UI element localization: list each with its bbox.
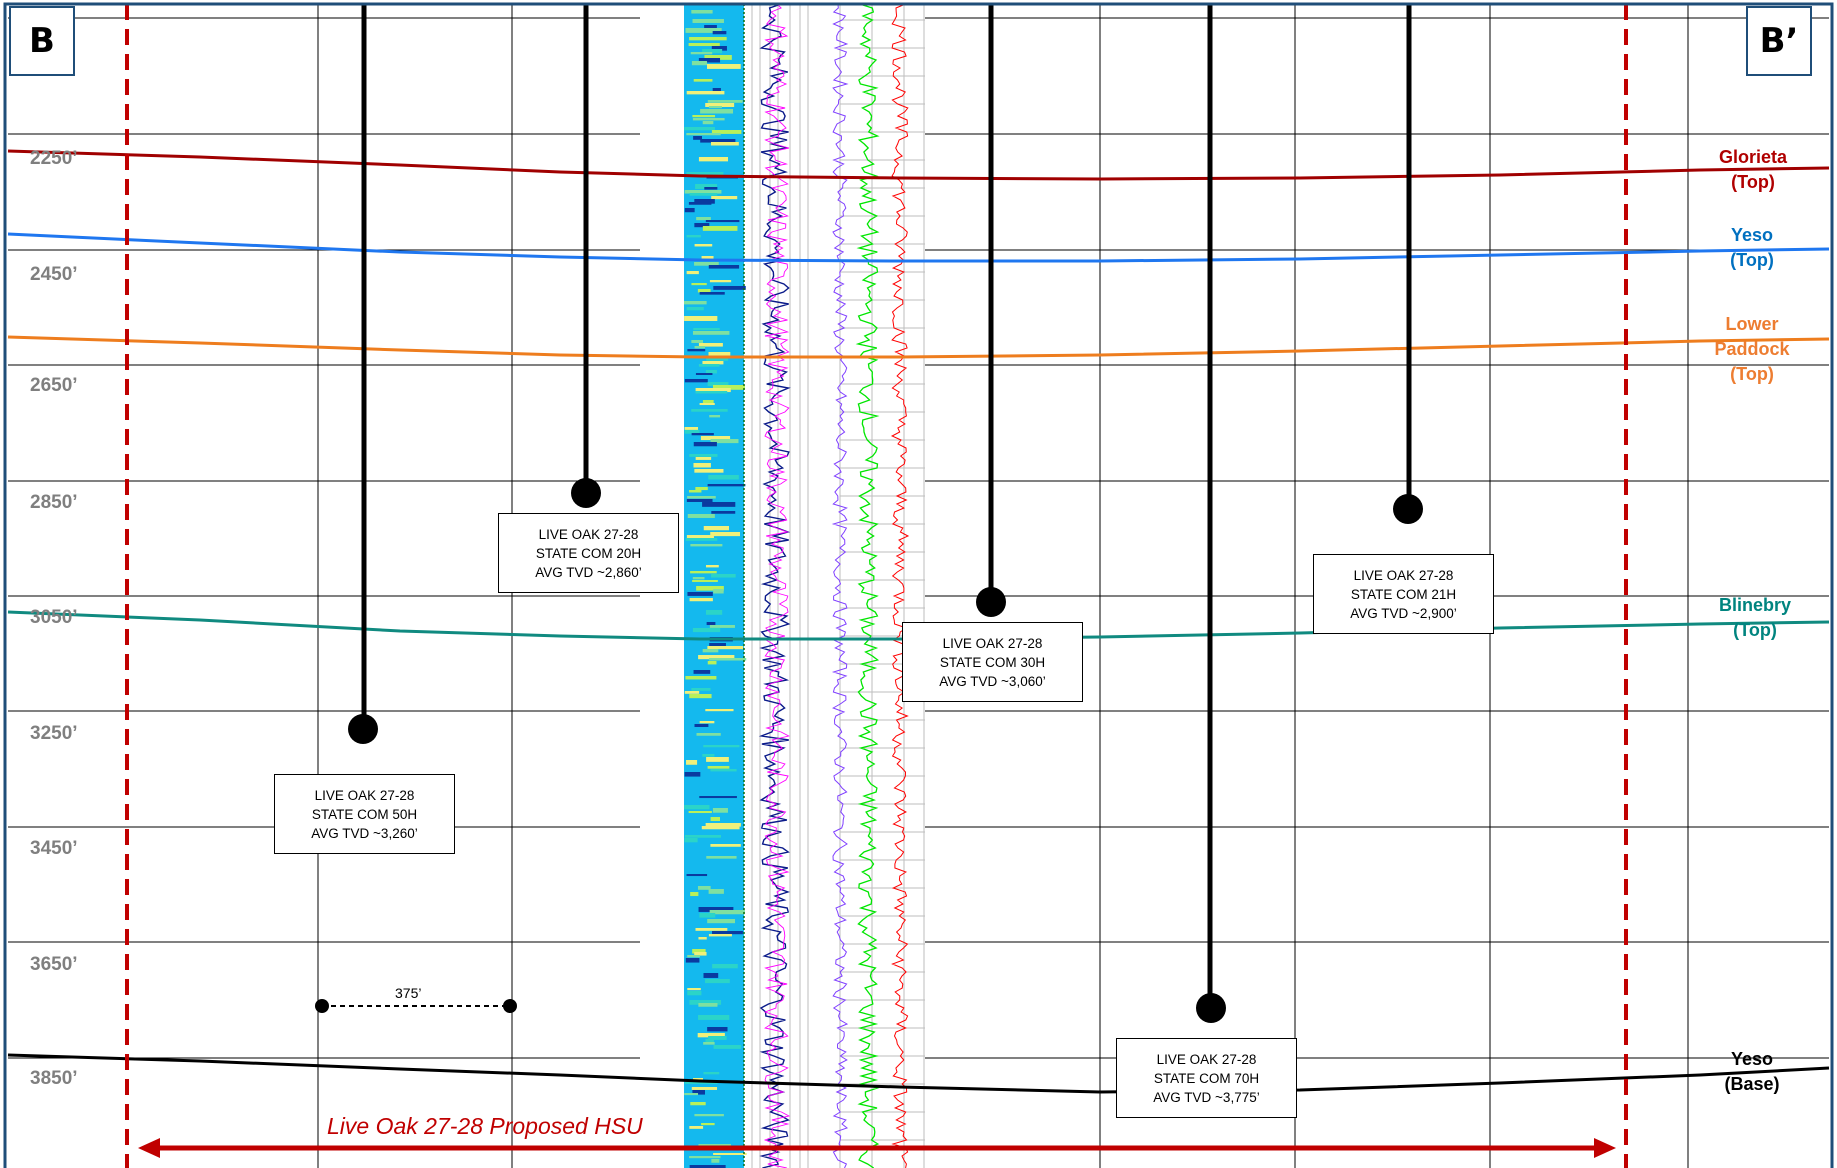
well-label-30h: LIVE OAK 27-28 STATE COM 30H AVG TVD ~3,06… — [902, 622, 1083, 702]
depth-label: 3450’ — [30, 838, 78, 859]
depth-label: 3850’ — [30, 1068, 78, 1089]
frame — [3, 2, 1834, 1168]
formation-label-glorieta: Glorieta (Top) — [1718, 147, 1788, 192]
depth-label: 2850’ — [30, 492, 78, 513]
glorieta-top-line — [7, 149, 1830, 181]
well-label-50h: LIVE OAK 27-28 STATE COM 50H AVG TVD ~3,26… — [274, 774, 455, 854]
formation-label-lower-paddock: Lower Paddock (Top) — [1714, 314, 1790, 384]
formation-label-yeso-top: Yeso (Top) — [1730, 225, 1774, 270]
depth-label: 3250’ — [30, 723, 78, 744]
corner-label-right: B’ — [1746, 6, 1812, 76]
yeso-top-line — [7, 232, 1830, 263]
well-21h-path — [1393, 4, 1423, 524]
blinebry-top-line — [7, 610, 1830, 641]
corner-label-left: B — [9, 6, 75, 76]
formation-label-yeso-base: Yeso (Base) — [1724, 1049, 1780, 1094]
depth-label: 3050’ — [30, 607, 78, 628]
scale-bar-label: 375’ — [395, 985, 422, 1001]
well-50h-path — [348, 4, 378, 744]
depth-label: 2650’ — [30, 375, 78, 396]
well-30h-path — [976, 4, 1006, 617]
type-log — [640, 3, 925, 1168]
hsu-arrow — [138, 1138, 1616, 1158]
well-label-21h: LIVE OAK 27-28 STATE COM 21H AVG TVD ~2,90… — [1313, 554, 1494, 634]
well-label-20h: LIVE OAK 27-28 STATE COM 20H AVG TVD ~2,86… — [498, 513, 679, 593]
well-20h-path — [571, 4, 601, 508]
depth-label: 2250’ — [30, 148, 78, 169]
scale-bar — [315, 999, 517, 1013]
depth-label: 2450’ — [30, 264, 78, 285]
depth-label: 3650’ — [30, 954, 78, 975]
hsu-label: Live Oak 27-28 Proposed HSU — [327, 1113, 643, 1139]
well-70h-path — [1196, 4, 1226, 1023]
yeso-base-line — [7, 1053, 1830, 1094]
well-label-70h: LIVE OAK 27-28 STATE COM 70H AVG TVD ~3,77… — [1116, 1038, 1297, 1118]
formation-label-blinebry: Blinebry (Top) — [1718, 595, 1792, 640]
lower-paddock-top-line — [7, 335, 1830, 359]
